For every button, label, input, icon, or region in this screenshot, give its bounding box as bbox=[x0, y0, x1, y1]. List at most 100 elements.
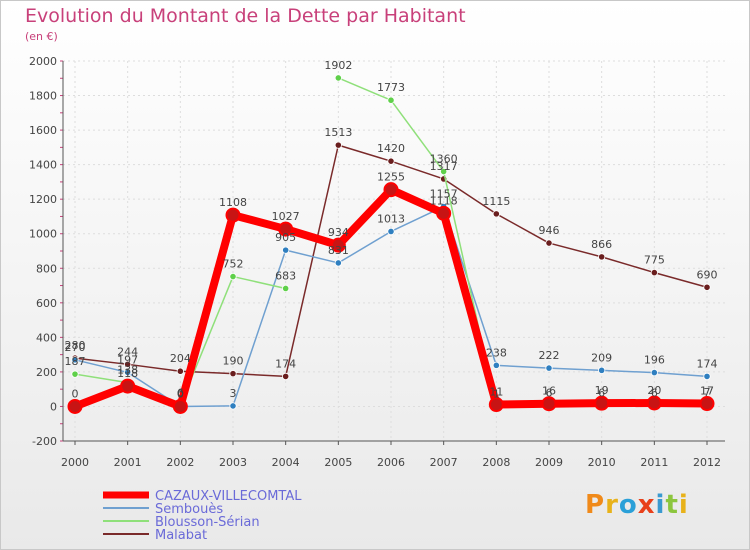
data-label: 270 bbox=[65, 341, 86, 354]
series-line-segment bbox=[229, 211, 290, 234]
data-point bbox=[488, 397, 504, 413]
data-label: 3 bbox=[230, 387, 237, 400]
proxiti-logo: Proxiti bbox=[585, 490, 689, 520]
data-point bbox=[67, 398, 83, 414]
series-line-segment bbox=[179, 405, 234, 408]
series-line-segment bbox=[284, 144, 340, 378]
data-label: 118 bbox=[117, 367, 138, 380]
data-label: 1420 bbox=[377, 142, 405, 155]
series-line-segment bbox=[337, 77, 392, 101]
y-tick-label: 400 bbox=[36, 331, 57, 344]
series-line-segment bbox=[123, 382, 185, 411]
series-line-segment bbox=[281, 225, 343, 250]
data-point bbox=[703, 372, 711, 380]
data-label: 866 bbox=[591, 238, 612, 251]
x-tick-label: 2005 bbox=[324, 456, 352, 469]
data-label: 946 bbox=[539, 224, 560, 237]
data-label: 0 bbox=[72, 387, 79, 400]
series-line-segment bbox=[545, 399, 606, 408]
data-label: 197 bbox=[117, 353, 138, 366]
data-label: 1902 bbox=[324, 59, 352, 72]
legend-label: Malabat bbox=[155, 528, 207, 543]
series-line-segment bbox=[232, 275, 287, 290]
x-tick-label: 2001 bbox=[114, 456, 142, 469]
data-point bbox=[440, 167, 448, 176]
data-point bbox=[650, 268, 658, 277]
data-point bbox=[334, 259, 342, 267]
data-point bbox=[225, 207, 241, 223]
data-point bbox=[699, 396, 715, 412]
data-label: 1773 bbox=[377, 81, 405, 94]
series-line-segment bbox=[126, 363, 182, 372]
data-point bbox=[176, 367, 184, 375]
series-line-segment bbox=[650, 399, 711, 408]
data-point bbox=[124, 360, 132, 368]
chart-unit-label: (en €) bbox=[25, 30, 58, 43]
x-tick-label: 2002 bbox=[166, 456, 194, 469]
data-point bbox=[229, 370, 237, 378]
data-point bbox=[278, 221, 294, 237]
legend: CAZAUX-VILLECOMTALSembouèsBlousson-Séria… bbox=[103, 489, 302, 543]
y-tick-label: 200 bbox=[36, 366, 57, 379]
data-label: 1013 bbox=[377, 212, 405, 225]
series-line-segment bbox=[387, 185, 448, 218]
data-point bbox=[229, 402, 237, 410]
y-tick-label: 0 bbox=[50, 400, 57, 413]
data-label: 187 bbox=[65, 355, 86, 368]
series-line-segment bbox=[74, 373, 129, 384]
y-tick-label: 1000 bbox=[29, 228, 57, 241]
data-label: 1255 bbox=[377, 171, 405, 184]
series-line-segment bbox=[600, 369, 656, 374]
series-line-segment bbox=[653, 271, 708, 289]
data-point bbox=[120, 378, 136, 394]
data-point bbox=[646, 395, 662, 411]
data-point bbox=[334, 74, 342, 82]
y-tick-label: 1200 bbox=[29, 193, 57, 206]
data-point bbox=[124, 368, 132, 377]
data-label: 196 bbox=[644, 354, 665, 367]
data-label: 831 bbox=[328, 244, 349, 257]
legend-label: Blousson-Sérian bbox=[155, 515, 260, 530]
series-line-segment bbox=[337, 230, 392, 264]
y-tick-label: 1400 bbox=[29, 159, 57, 172]
data-label: 280 bbox=[65, 339, 86, 352]
data-label: 6 bbox=[177, 386, 184, 399]
data-label: 905 bbox=[275, 231, 296, 244]
x-tick-label: 2000 bbox=[61, 456, 89, 469]
data-label: 1360 bbox=[430, 153, 458, 166]
series-line-segment bbox=[548, 367, 603, 372]
series-line-segment bbox=[74, 359, 129, 374]
series-line-segment bbox=[176, 211, 237, 411]
data-point bbox=[387, 157, 395, 165]
data-point bbox=[492, 361, 500, 369]
data-label: 1157 bbox=[430, 188, 458, 201]
data-label: 1027 bbox=[272, 210, 300, 223]
series-line-segment bbox=[495, 213, 550, 244]
data-label: 0 bbox=[177, 387, 184, 400]
legend-label: Sembouès bbox=[155, 502, 223, 517]
data-label: 16 bbox=[542, 385, 556, 398]
data-label: 1108 bbox=[219, 196, 247, 209]
data-label: 238 bbox=[486, 346, 507, 359]
x-tick-label: 2011 bbox=[640, 456, 668, 469]
x-tick-label: 2004 bbox=[272, 456, 300, 469]
data-label: 138 bbox=[117, 364, 138, 377]
y-tick-label: 2000 bbox=[29, 55, 57, 68]
data-point bbox=[71, 356, 79, 364]
data-point bbox=[383, 182, 399, 198]
data-label: 1317 bbox=[430, 160, 458, 173]
data-point bbox=[650, 368, 658, 377]
data-label: 775 bbox=[644, 254, 665, 267]
data-label: 752 bbox=[223, 258, 244, 271]
data-point bbox=[387, 96, 395, 104]
series-line-segment bbox=[232, 249, 287, 407]
data-point bbox=[282, 372, 290, 380]
data-label: 690 bbox=[697, 268, 718, 281]
y-tick-label: 600 bbox=[36, 297, 57, 310]
data-point bbox=[334, 141, 342, 149]
x-tick-label: 2007 bbox=[430, 456, 458, 469]
series-line-segment bbox=[439, 209, 501, 409]
